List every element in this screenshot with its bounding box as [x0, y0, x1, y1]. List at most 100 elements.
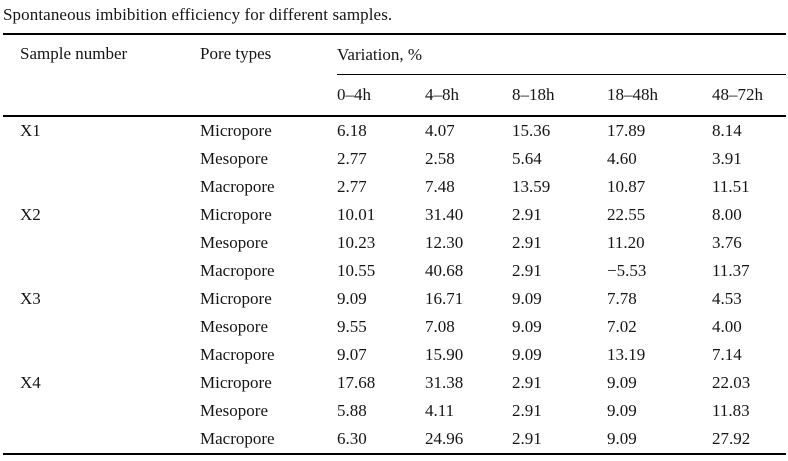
value-cell: 7.08 [425, 317, 455, 336]
value-cell: 3.91 [712, 149, 742, 168]
value-cell: 2.77 [337, 149, 367, 168]
table-body: X1 Micropore 6.18 4.07 15.36 17.89 8.14 … [3, 115, 787, 454]
pore-type-cell: Macropore [200, 177, 275, 196]
value-cell: 11.51 [712, 177, 750, 196]
value-cell: 10.23 [337, 233, 376, 252]
value-cell: 2.91 [512, 429, 542, 448]
sample-cell: X4 [20, 373, 41, 392]
value-cell: 22.55 [607, 205, 646, 224]
value-cell: 27.92 [712, 429, 751, 448]
header-row-intervals: 0–4h 4–8h 8–18h 18–48h 48–72h [3, 75, 786, 117]
pore-type-cell: Micropore [200, 373, 272, 392]
value-cell: 31.40 [425, 205, 464, 224]
value-cell: 10.87 [607, 177, 646, 196]
value-cell: 13.59 [512, 177, 551, 196]
value-cell: 31.38 [425, 373, 464, 392]
col-header-interval-48-72h: 48–72h [712, 85, 763, 104]
table-caption: Spontaneous imbibition efficiency for di… [3, 5, 393, 24]
value-cell: 9.09 [512, 289, 542, 308]
table-row: Mesopore 5.88 4.11 2.91 9.09 11.83 [3, 397, 786, 425]
value-cell: 4.60 [607, 149, 637, 168]
pore-type-cell: Mesopore [200, 149, 268, 168]
table-row: Mesopore 2.77 2.58 5.64 4.60 3.91 [3, 145, 786, 173]
value-cell: 8.00 [712, 205, 742, 224]
value-cell: 2.91 [512, 205, 542, 224]
value-cell: 9.09 [607, 373, 637, 392]
pore-type-cell: Micropore [200, 115, 337, 145]
col-group-variation-percent: Variation, % [337, 34, 787, 75]
sample-cell: X1 [3, 115, 200, 145]
imbibition-efficiency-table: Sample number Pore types Variation, % 0–… [3, 33, 787, 455]
pore-type-cell: Macropore [200, 429, 275, 448]
value-cell: −5.53 [607, 261, 647, 280]
value-cell: 7.14 [712, 345, 742, 364]
pore-type-cell: Macropore [200, 345, 275, 364]
pore-type-cell: Micropore [200, 289, 272, 308]
value-cell: 10.55 [337, 261, 376, 280]
sample-cell [3, 145, 200, 173]
value-cell: 7.02 [607, 317, 637, 336]
sample-cell [3, 173, 200, 201]
pore-type-cell: Mesopore [200, 233, 268, 252]
value-cell: 2.91 [512, 233, 542, 252]
sample-cell: X2 [20, 205, 41, 224]
value-cell: 17.89 [607, 115, 712, 145]
value-cell: 15.90 [425, 345, 464, 364]
value-cell: 4.07 [425, 115, 512, 145]
value-cell: 5.88 [337, 401, 367, 420]
table-row: Macropore 6.30 24.96 2.91 9.09 27.92 [3, 425, 786, 454]
value-cell: 16.71 [425, 289, 464, 308]
table-row: Mesopore 9.55 7.08 9.09 7.02 4.00 [3, 313, 786, 341]
pore-type-cell: Mesopore [200, 401, 268, 420]
table-row: Macropore 2.77 7.48 13.59 10.87 11.51 [3, 173, 786, 201]
sample-cell [3, 257, 200, 285]
value-cell: 6.30 [337, 429, 367, 448]
sample-cell: X3 [20, 289, 41, 308]
value-cell: 4.53 [712, 289, 742, 308]
value-cell: 11.20 [607, 233, 645, 252]
col-header-interval-8-18h: 8–18h [512, 85, 555, 104]
value-cell: 9.09 [512, 317, 542, 336]
value-cell: 9.09 [607, 429, 637, 448]
col-header-interval-18-48h: 18–48h [607, 85, 658, 104]
value-cell: 2.91 [512, 401, 542, 420]
table-row: X3 Micropore 9.09 16.71 9.09 7.78 4.53 [3, 285, 786, 313]
pore-type-cell: Macropore [200, 261, 275, 280]
sample-cell [3, 313, 200, 341]
sample-cell [3, 341, 200, 369]
value-cell: 9.55 [337, 317, 367, 336]
col-header-interval-4-8h: 4–8h [425, 85, 459, 104]
sample-cell [3, 397, 200, 425]
sample-cell [3, 425, 200, 454]
value-cell: 6.18 [337, 115, 425, 145]
value-cell: 9.09 [607, 401, 637, 420]
value-cell: 11.83 [712, 401, 750, 420]
value-cell: 5.64 [512, 149, 542, 168]
table-row: X1 Micropore 6.18 4.07 15.36 17.89 8.14 [3, 115, 787, 145]
col-header-sample-number: Sample number [20, 44, 128, 63]
value-cell: 15.36 [512, 115, 607, 145]
value-cell: 22.03 [712, 373, 751, 392]
value-cell: 9.09 [512, 345, 542, 364]
value-cell: 7.78 [607, 289, 637, 308]
value-cell: 9.07 [337, 345, 367, 364]
table-header: Sample number Pore types Variation, % 0–… [3, 34, 787, 117]
sample-cell [3, 229, 200, 257]
col-header-pore-types: Pore types [200, 44, 272, 63]
value-cell: 11.37 [712, 261, 750, 280]
value-cell: 2.58 [425, 149, 455, 168]
value-cell: 13.19 [607, 345, 646, 364]
value-cell: 10.01 [337, 205, 376, 224]
value-cell: 2.77 [337, 177, 367, 196]
table-row: Macropore 9.07 15.90 9.09 13.19 7.14 [3, 341, 786, 369]
col-header-interval-0-4h: 0–4h [337, 85, 371, 104]
value-cell: 3.76 [712, 233, 742, 252]
table-row: X2 Micropore 10.01 31.40 2.91 22.55 8.00 [3, 201, 786, 229]
value-cell: 2.91 [512, 373, 542, 392]
value-cell: 40.68 [425, 261, 464, 280]
value-cell: 9.09 [337, 289, 367, 308]
value-cell: 17.68 [337, 373, 376, 392]
value-cell: 4.11 [425, 401, 455, 420]
value-cell: 2.91 [512, 261, 542, 280]
